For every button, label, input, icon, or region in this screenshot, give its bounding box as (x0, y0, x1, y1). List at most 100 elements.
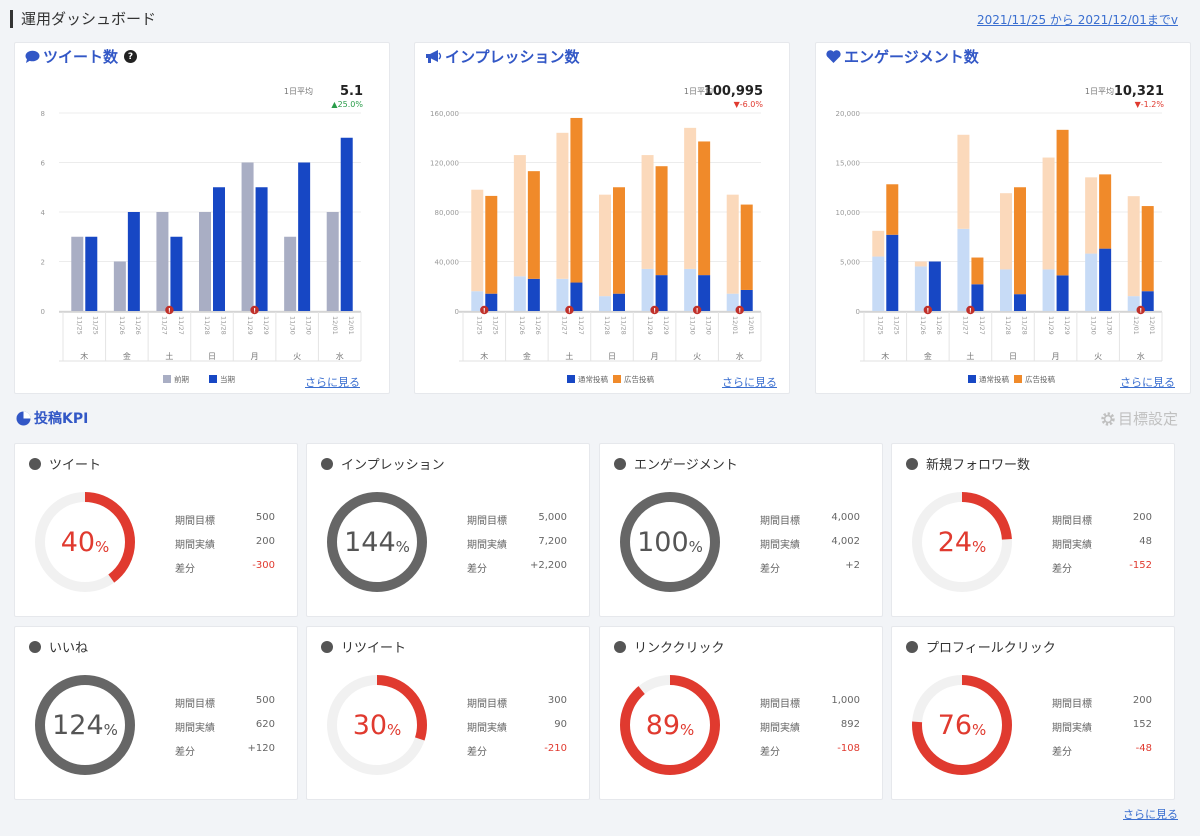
progress-ring (912, 492, 1012, 592)
kpi-target-label: 期間目標 (760, 516, 800, 527)
kpi-target-value: 200 (1132, 512, 1152, 523)
impression-more-link[interactable]: さらに見る (722, 376, 777, 389)
kpi-target-row: 期間目標 4,000 (760, 512, 860, 536)
kpi-percent-value: 76 (937, 709, 973, 741)
date-tick-label: 11/30 (688, 316, 696, 335)
date-tick-label: 11/25 (75, 316, 83, 335)
kpi-percent: 100% (618, 490, 722, 594)
tweet-count-chart: 1日平均 5.1▲25.0% 0 2 4 6 8 11/25 11/25 11/26 11/26 11… (41, 84, 364, 384)
kpi-card-title: いいね (29, 637, 88, 656)
bar-previous-organic-6 (1085, 253, 1098, 311)
kpi-stats: 期間目標 300 期間実績 90 差分 -210 (467, 695, 567, 767)
date-tick-label: 11/28 (1004, 316, 1012, 335)
progress-ring-fill (35, 492, 135, 592)
kpi-actual-label: 期間実績 (760, 540, 800, 551)
kpi-percent-value: 144 (344, 526, 396, 558)
bar-current-4 (213, 187, 225, 311)
alert-marker-icon (923, 305, 933, 315)
bar-previous-organic-4 (599, 296, 611, 311)
date-tick-label: 11/26 (134, 316, 142, 335)
bar-current-ad-3 (971, 257, 984, 285)
date-range-selector[interactable]: 2021/11/25 から 2021/12/01までⅴ (976, 12, 1178, 27)
goal-setting-button[interactable]: 目標設定 (1100, 408, 1178, 429)
engagement-more-link[interactable]: さらに見る (1120, 376, 1175, 389)
progress-ring (327, 675, 427, 775)
alert-marker-icon (1136, 305, 1145, 315)
kpi-actual-label: 期間実績 (467, 723, 507, 734)
alert-marker-mark: ! (969, 308, 972, 315)
y-tick-label: 120,000 (430, 160, 459, 168)
bar-current-5 (255, 187, 268, 311)
progress-ring (912, 675, 1012, 775)
bar-current-ad-5 (1056, 129, 1069, 276)
legend-swatch (163, 375, 171, 383)
kpi-target-label: 期間目標 (467, 699, 507, 710)
kpi-more-link[interactable]: さらに見る (1123, 808, 1178, 821)
kpi-percent: 30% (325, 673, 429, 777)
date-tick-label: 11/25 (92, 316, 100, 335)
impression-card: インプレッション数 1日平均 100,995 ▼-6.0% 0 40,000 80,000… (414, 42, 790, 394)
kpi-percent-unit: % (103, 720, 118, 739)
bar-current-ad-4 (1014, 187, 1026, 295)
kpi-card-title: ツイート (29, 454, 101, 473)
weekday-label: 土 (165, 351, 173, 361)
bar-previous-ad-7 (726, 194, 739, 294)
date-tick-label: 11/30 (705, 316, 713, 335)
date-tick-label: 11/26 (919, 316, 927, 335)
kpi-name-label: いいね (49, 641, 89, 656)
y-tick-label: 20,000 (836, 110, 861, 118)
alert-marker-mark: ! (483, 308, 486, 315)
kpi-target-row: 期間目標 200 (1052, 695, 1152, 719)
bar-current-organic-4 (613, 293, 625, 311)
progress-ring (35, 675, 135, 775)
y-tick-label: 5,000 (840, 259, 860, 267)
progress-ring-track (327, 492, 427, 592)
date-tick-label: 11/29 (1063, 316, 1071, 335)
kpi-percent: 124% (33, 673, 137, 777)
kpi-diff-row: 差分 +2 (760, 560, 860, 584)
kpi-actual-row: 期間実績 892 (760, 719, 860, 743)
bar-current-ad-7 (1141, 206, 1154, 292)
tweet-count-more-link[interactable]: さらに見る (305, 376, 360, 389)
alert-marker-icon (165, 305, 174, 315)
kpi-card: インプレッション 144% 期間目標 5,000 期間実績 7,200 差分 +2,200 (306, 443, 590, 617)
weekday-label: 日 (1009, 352, 1017, 361)
progress-ring-fill (620, 675, 720, 775)
bar-previous-organic-3 (957, 228, 970, 311)
kpi-diff-row: 差分 -210 (467, 743, 567, 767)
heart-icon (826, 50, 841, 63)
bar-current-ad-1 (886, 184, 899, 235)
kpi-stats: 期間目標 200 期間実績 152 差分 -48 (1052, 695, 1152, 767)
y-tick-label: 15,000 (836, 160, 861, 168)
help-icon[interactable]: ? (124, 50, 138, 63)
kpi-actual-label: 期間実績 (175, 723, 215, 734)
date-tick-label: 12/01 (747, 316, 755, 335)
summary-value: 10,321 (1114, 84, 1164, 99)
alert-marker-icon (966, 305, 975, 315)
alert-marker-mark: ! (168, 308, 171, 315)
y-tick-label: 6 (41, 160, 46, 168)
alert-marker-icon (650, 305, 659, 315)
bar-previous-ad-1 (872, 230, 885, 257)
date-tick-label: 11/25 (475, 316, 483, 335)
weekday-label: 金 (523, 351, 531, 361)
summary-change: ▼-6.0% (734, 100, 764, 109)
bar-previous-ad-1 (471, 189, 484, 292)
legend-label: 前期 (174, 374, 189, 384)
weekday-label: 木 (80, 351, 88, 361)
bar-current-ad-1 (485, 195, 498, 294)
kpi-name-label: プロフィールクリック (926, 641, 1056, 656)
pie-chart-icon (16, 411, 31, 425)
kpi-stats: 期間目標 5,000 期間実績 7,200 差分 +2,200 (467, 512, 567, 584)
bar-previous-ad-6 (684, 127, 697, 269)
weekday-label: 月 (251, 352, 259, 361)
kpi-target-value: 4,000 (831, 512, 860, 523)
legend-swatch (209, 375, 217, 383)
kpi-card: いいね 124% 期間目標 500 期間実績 620 差分 +120 (14, 626, 298, 800)
y-tick-label: 0 (455, 308, 459, 316)
legend-swatch (968, 375, 976, 383)
kpi-card-title: インプレッション (321, 454, 445, 473)
kpi-diff-label: 差分 (467, 564, 487, 575)
y-tick-label: 4 (41, 209, 46, 217)
kpi-target-label: 期間目標 (1052, 516, 1092, 527)
